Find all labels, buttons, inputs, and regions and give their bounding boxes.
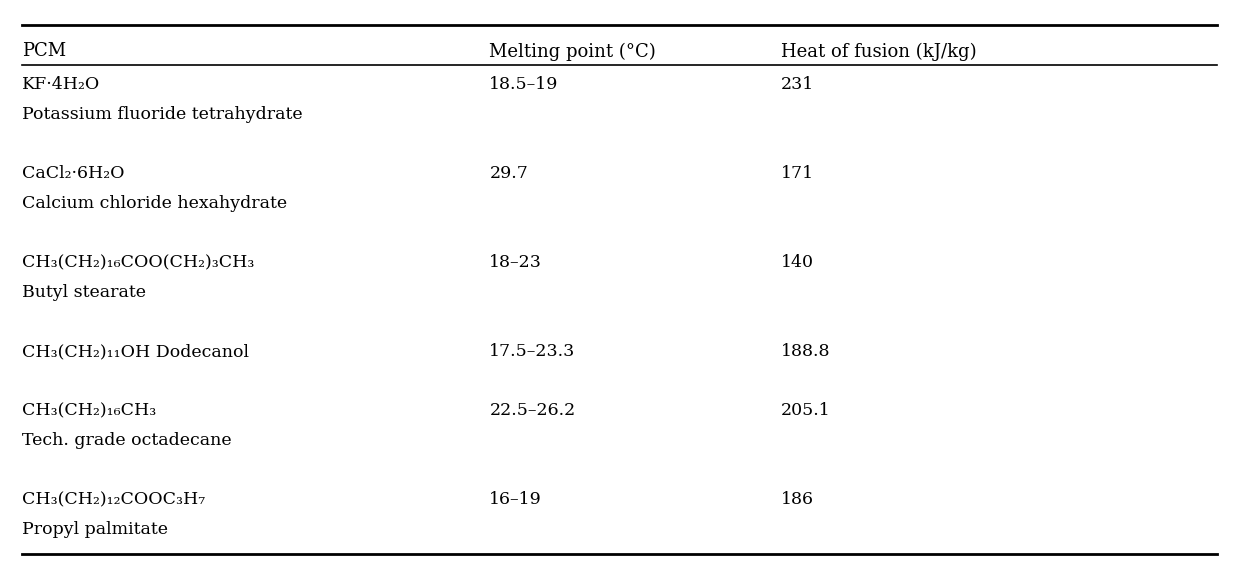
Text: 29.7: 29.7 xyxy=(489,165,528,182)
Text: 231: 231 xyxy=(781,76,814,93)
Text: 205.1: 205.1 xyxy=(781,402,830,419)
Text: Potassium fluoride tetrahydrate: Potassium fluoride tetrahydrate xyxy=(22,106,302,123)
Text: PCM: PCM xyxy=(22,42,67,61)
Text: 16–19: 16–19 xyxy=(489,491,543,508)
Text: 18–23: 18–23 xyxy=(489,254,543,271)
Text: 18.5–19: 18.5–19 xyxy=(489,76,559,93)
Text: CH₃(CH₂)₁₁OH Dodecanol: CH₃(CH₂)₁₁OH Dodecanol xyxy=(22,343,249,360)
Text: Butyl stearate: Butyl stearate xyxy=(22,284,146,301)
Text: 188.8: 188.8 xyxy=(781,343,830,360)
Text: Calcium chloride hexahydrate: Calcium chloride hexahydrate xyxy=(22,195,287,212)
Text: CaCl₂·6H₂O: CaCl₂·6H₂O xyxy=(22,165,125,182)
Text: Heat of fusion (kJ/kg): Heat of fusion (kJ/kg) xyxy=(781,42,976,61)
Text: Melting point (°C): Melting point (°C) xyxy=(489,42,657,61)
Text: 22.5–26.2: 22.5–26.2 xyxy=(489,402,576,419)
Text: Tech. grade octadecane: Tech. grade octadecane xyxy=(22,432,232,449)
Text: Propyl palmitate: Propyl palmitate xyxy=(22,521,169,538)
Text: 17.5–23.3: 17.5–23.3 xyxy=(489,343,576,360)
Text: 171: 171 xyxy=(781,165,814,182)
Text: 140: 140 xyxy=(781,254,814,271)
Text: CH₃(CH₂)₁₂COOC₃H₇: CH₃(CH₂)₁₂COOC₃H₇ xyxy=(22,491,206,508)
Text: CH₃(CH₂)₁₆COO(CH₂)₃CH₃: CH₃(CH₂)₁₆COO(CH₂)₃CH₃ xyxy=(22,254,255,271)
Text: KF·4H₂O: KF·4H₂O xyxy=(22,76,100,93)
Text: CH₃(CH₂)₁₆CH₃: CH₃(CH₂)₁₆CH₃ xyxy=(22,402,156,419)
Text: 186: 186 xyxy=(781,491,814,508)
